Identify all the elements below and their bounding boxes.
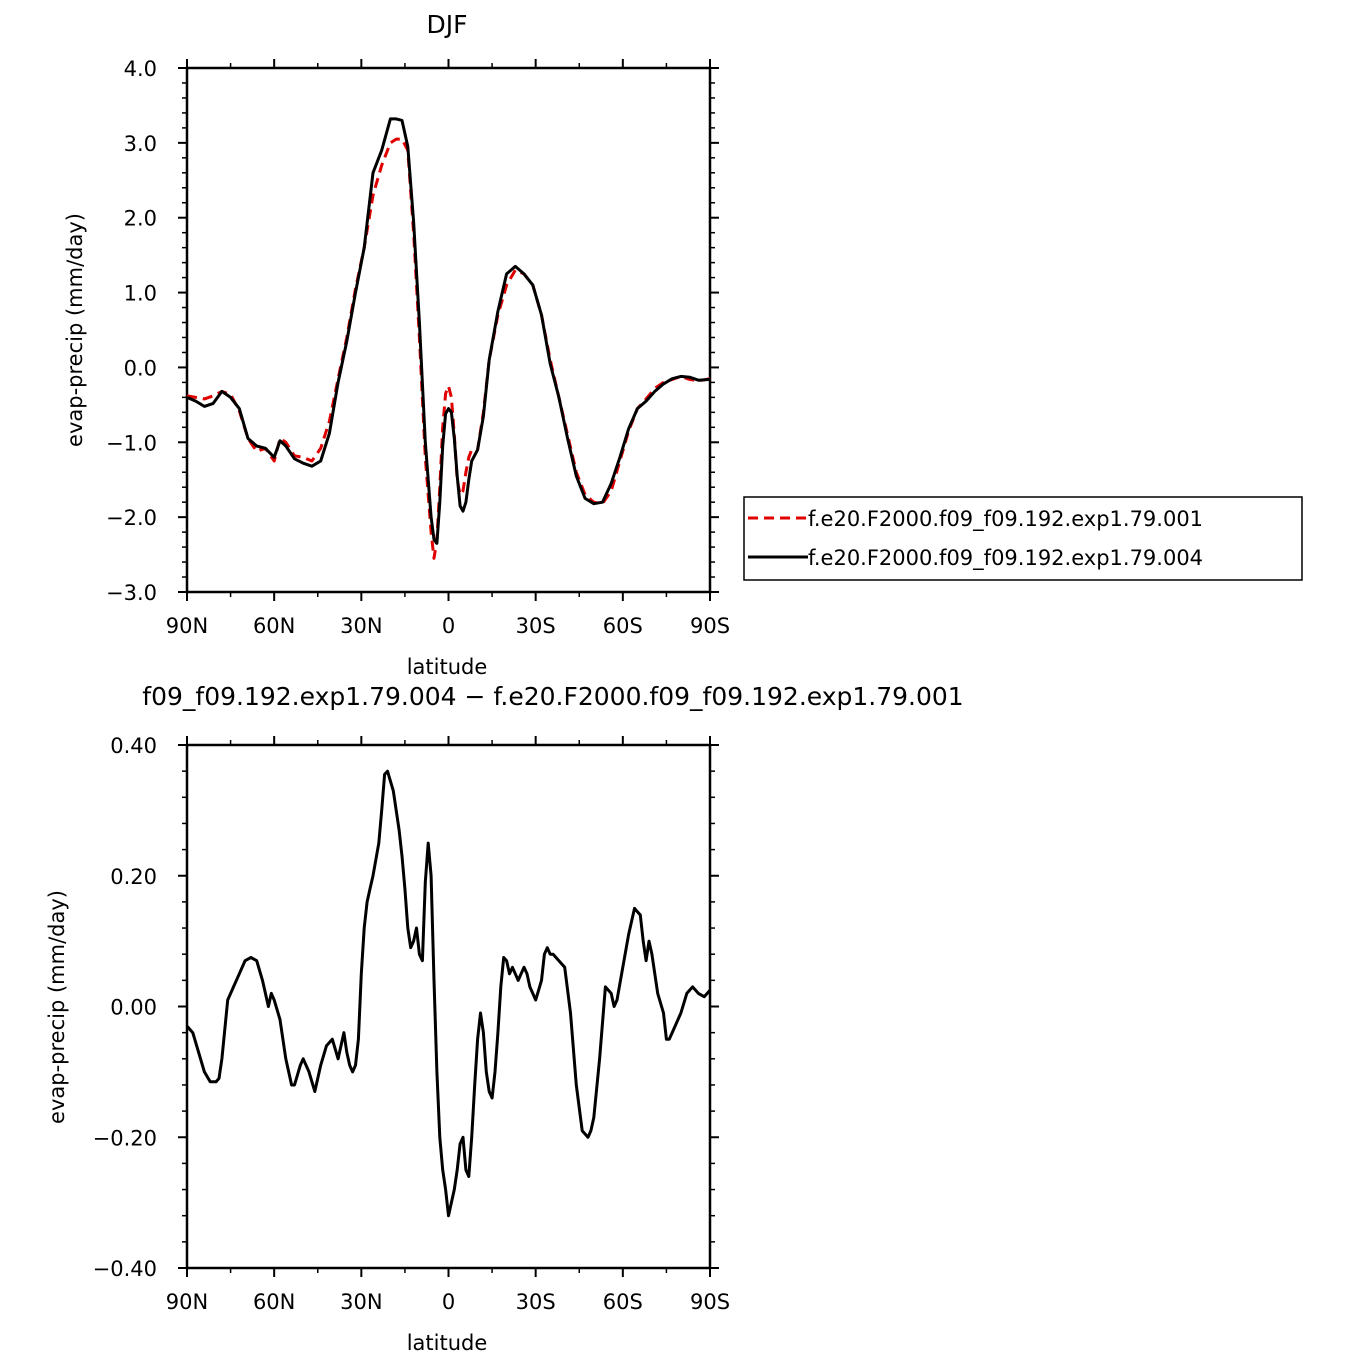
legend-label-series-2: f.e20.F2000.f09_f09.192.exp1.79.004 — [808, 546, 1203, 571]
top-panel-title: DJF — [426, 10, 467, 39]
bottom-panel: f09_f09.192.exp1.79.004 − f.e20.F2000.f0… — [45, 682, 964, 1355]
top-panel-xlabel: latitude — [407, 655, 488, 679]
bottom-panel-series-1-line — [185, 769, 712, 1218]
top-panel-series-2-line — [186, 117, 711, 545]
bottom-panel-xtick-label: 30S — [516, 1290, 556, 1314]
legend-label-series-1: f.e20.F2000.f09_f09.192.exp1.79.001 — [808, 507, 1203, 532]
bottom-panel-xtick-label: 0 — [442, 1290, 455, 1314]
top-panel-xtick-label: 90S — [690, 614, 730, 638]
bottom-panel-frame — [185, 743, 712, 1270]
top-panel-series-1-line — [186, 137, 711, 560]
top-panel-xtick-label: 60S — [603, 614, 643, 638]
bottom-panel-xtick-label: 30N — [340, 1290, 382, 1314]
bottom-panel-ytick-label: 0.00 — [110, 996, 157, 1020]
legend-box — [743, 496, 1303, 581]
top-panel-ytick-label: −2.0 — [106, 506, 157, 530]
bottom-panel-title: f09_f09.192.exp1.79.004 − f.e20.F2000.f0… — [142, 682, 963, 711]
top-panel-ytick-label: 3.0 — [124, 132, 157, 156]
bottom-panel-ytick-label: −0.20 — [93, 1126, 157, 1150]
top-panel-xtick-label: 90N — [166, 614, 208, 638]
top-panel-ytick-label: 0.0 — [124, 356, 157, 380]
bottom-panel-xtick-label: 90N — [166, 1290, 208, 1314]
top-panel-xtick-label: 30N — [340, 614, 382, 638]
top-panel-ytick-label: 1.0 — [124, 282, 157, 306]
bottom-panel-ytick-label: 0.20 — [110, 865, 157, 889]
top-panel-ytick-label: 4.0 — [124, 57, 157, 81]
bottom-panel-xtick-label: 60S — [603, 1290, 643, 1314]
bottom-panel-ytick-label: 0.40 — [110, 734, 157, 758]
top-panel-ytick-label: 2.0 — [124, 207, 157, 231]
top-panel-ylabel: evap-precip (mm/day) — [63, 213, 87, 447]
bottom-panel-xtick-label: 90S — [690, 1290, 730, 1314]
legend: f.e20.F2000.f09_f09.192.exp1.79.001 f.e2… — [743, 496, 1303, 581]
top-panel-ytick-label: −1.0 — [106, 431, 157, 455]
top-panel-frame — [185, 66, 712, 594]
bottom-panel-ytick-label: −0.40 — [93, 1257, 157, 1281]
top-panel-xtick-label: 30S — [516, 614, 556, 638]
bottom-panel-xlabel: latitude — [407, 1331, 488, 1355]
top-panel-xtick-label: 0 — [442, 614, 455, 638]
top-panel: DJF latitude evap-precip (mm/day) 90N 60N… — [63, 10, 730, 679]
top-panel-xtick-label: 60N — [253, 614, 295, 638]
bottom-panel-xtick-label: 60N — [253, 1290, 295, 1314]
top-panel-ytick-label: −3.0 — [106, 581, 157, 605]
bottom-panel-ylabel: evap-precip (mm/day) — [45, 890, 69, 1124]
